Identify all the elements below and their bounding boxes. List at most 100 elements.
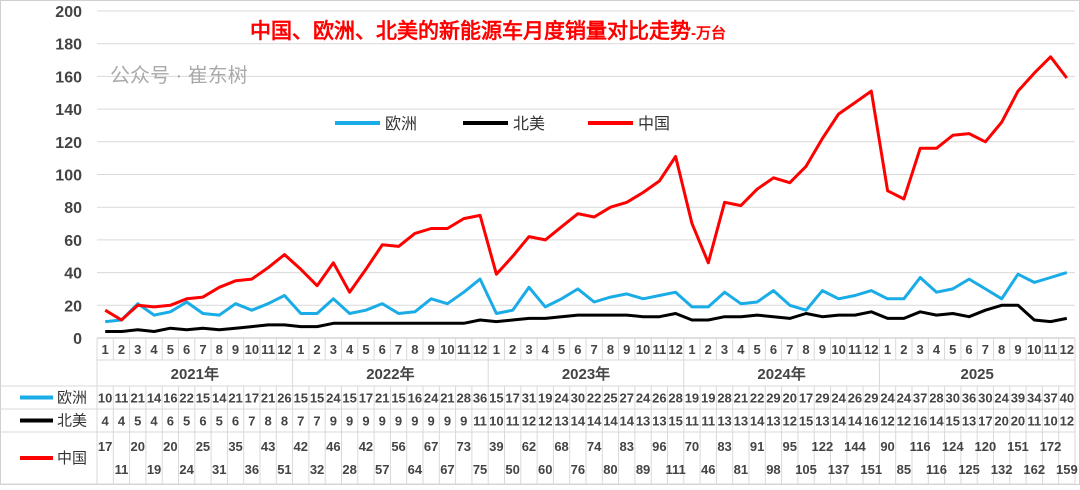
table-cell: 15 xyxy=(946,414,960,429)
month-label: 1 xyxy=(688,342,695,357)
y-tick-label: 140 xyxy=(55,102,82,119)
table-cell: 10 xyxy=(489,414,503,429)
table-cell: 24 xyxy=(424,391,439,406)
table-cell: 111 xyxy=(666,462,686,477)
table-cell: 26 xyxy=(848,391,862,406)
month-label: 7 xyxy=(591,342,598,357)
table-cell: 15 xyxy=(196,391,210,406)
table-cell: 21 xyxy=(228,391,242,406)
table-cell: 96 xyxy=(652,439,666,454)
year-label: 2024年 xyxy=(757,365,805,383)
table-cell: 21 xyxy=(734,391,748,406)
month-label: 4 xyxy=(542,342,550,357)
table-cell: 19 xyxy=(538,391,552,406)
table-cell: 10 xyxy=(1043,414,1057,429)
table-cell: 28 xyxy=(717,391,731,406)
table-cell: 172 xyxy=(1040,439,1062,454)
table-cell: 37 xyxy=(913,391,927,406)
table-cell: 11 xyxy=(115,462,129,477)
month-label: 12 xyxy=(668,342,682,357)
table-cell: 26 xyxy=(277,391,291,406)
y-tick-label: 0 xyxy=(73,331,82,348)
month-label: 11 xyxy=(457,342,471,357)
table-cell: 144 xyxy=(844,439,866,454)
y-tick-label: 20 xyxy=(64,298,82,315)
table-row-label: 北美 xyxy=(57,413,87,430)
table-cell: 15 xyxy=(342,391,356,406)
table-cell: 67 xyxy=(440,462,454,477)
table-cell: 40 xyxy=(1060,391,1074,406)
table-cell: 13 xyxy=(636,414,650,429)
table-cell: 13 xyxy=(962,414,976,429)
table-cell: 13 xyxy=(717,414,731,429)
table-cell: 15 xyxy=(294,391,308,406)
month-label: 10 xyxy=(636,342,650,357)
table-cell: 24 xyxy=(179,462,194,477)
month-label: 3 xyxy=(721,342,728,357)
table-cell: 151 xyxy=(1007,439,1029,454)
y-tick-label: 160 xyxy=(55,69,82,86)
table-cell: 7 xyxy=(313,414,320,429)
month-label: 9 xyxy=(232,342,239,357)
month-label: 2 xyxy=(900,342,907,357)
month-label: 2 xyxy=(313,342,320,357)
table-cell: 43 xyxy=(261,439,275,454)
table-cell: 8 xyxy=(265,414,272,429)
table-cell: 24 xyxy=(897,391,912,406)
table-cell: 31 xyxy=(522,391,536,406)
month-label: 11 xyxy=(1044,342,1058,357)
table-cell: 17 xyxy=(245,391,259,406)
table-cell: 42 xyxy=(359,439,373,454)
table-cell: 19 xyxy=(147,462,161,477)
table-cell: 89 xyxy=(636,462,650,477)
table-cell: 22 xyxy=(587,391,601,406)
table-cell: 90 xyxy=(880,439,894,454)
table-cell: 4 xyxy=(118,414,126,429)
month-label: 10 xyxy=(831,342,845,357)
table-cell: 12 xyxy=(538,414,552,429)
table-cell: 83 xyxy=(717,439,731,454)
table-cell: 120 xyxy=(974,439,996,454)
table-cell: 159 xyxy=(1056,462,1078,477)
table-cell: 125 xyxy=(958,462,980,477)
table-cell: 122 xyxy=(811,439,833,454)
table-cell: 27 xyxy=(620,391,634,406)
table-cell: 16 xyxy=(913,414,927,429)
table-cell: 60 xyxy=(538,462,552,477)
table-cell: 50 xyxy=(505,462,519,477)
data-table: 1 2 3 4 5 6 7 8 9 10 11 12 1 2 3 4 5 6 7 8 9 10 11 12 1 2 3 4 5 6 7 8 9 1… xyxy=(0,337,1078,485)
table-cell: 46 xyxy=(701,462,715,477)
month-label: 8 xyxy=(411,342,418,357)
month-label: 3 xyxy=(330,342,337,357)
table-cell: 39 xyxy=(1011,391,1025,406)
month-label: 3 xyxy=(525,342,532,357)
table-cell: 24 xyxy=(994,391,1009,406)
table-cell: 81 xyxy=(734,462,748,477)
month-label: 4 xyxy=(346,342,354,357)
table-cell: 42 xyxy=(294,439,308,454)
table-cell: 12 xyxy=(1060,414,1074,429)
y-tick-label: 200 xyxy=(55,4,82,21)
table-cell: 14 xyxy=(750,414,765,429)
table-cell: 64 xyxy=(408,462,423,477)
month-label: 10 xyxy=(1027,342,1041,357)
series-lines xyxy=(104,55,1068,333)
table-cell: 11 xyxy=(115,391,129,406)
table-cell: 21 xyxy=(440,391,454,406)
table-cell: 11 xyxy=(701,414,715,429)
table-cell: 29 xyxy=(815,391,829,406)
month-label: 5 xyxy=(949,342,956,357)
table-cell: 15 xyxy=(668,414,682,429)
month-label: 5 xyxy=(558,342,565,357)
table-cell: 17 xyxy=(978,414,992,429)
table-cell: 124 xyxy=(942,439,964,454)
table-cell: 98 xyxy=(766,462,780,477)
month-label: 1 xyxy=(884,342,891,357)
table-cell: 14 xyxy=(603,414,618,429)
table-cell: 5 xyxy=(216,414,223,429)
table-cell: 28 xyxy=(929,391,943,406)
month-label: 9 xyxy=(1014,342,1021,357)
month-label: 5 xyxy=(167,342,174,357)
table-cell: 4 xyxy=(150,414,158,429)
table-cell: 20 xyxy=(163,439,177,454)
